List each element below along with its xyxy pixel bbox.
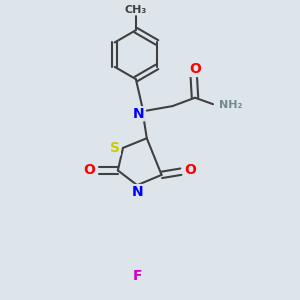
Text: O: O [184,163,196,177]
Text: N: N [133,107,144,121]
Text: CH₃: CH₃ [125,4,147,15]
Text: NH₂: NH₂ [219,100,243,110]
Text: N: N [131,184,143,199]
Text: O: O [190,62,202,76]
Text: O: O [84,164,95,177]
Text: F: F [132,269,142,284]
Text: S: S [110,141,120,155]
